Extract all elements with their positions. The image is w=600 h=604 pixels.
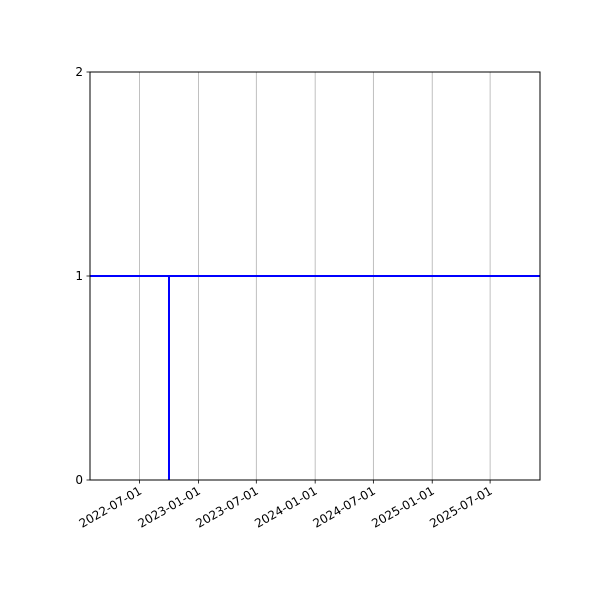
x-tick-label: 2024-01-01 <box>252 484 319 531</box>
y-tick-label: 2 <box>75 65 83 79</box>
y-tick-label: 0 <box>75 473 83 487</box>
series-lines <box>90 275 540 480</box>
x-tick-label: 2023-07-01 <box>193 484 260 531</box>
x-axis: 2022-07-012023-01-012023-07-012024-01-01… <box>77 480 495 531</box>
x-tick-label: 2025-07-01 <box>427 484 494 531</box>
x-tick-label: 2025-01-01 <box>369 484 436 531</box>
x-tick-label: 2023-01-01 <box>136 484 203 531</box>
x-tick-label: 2022-07-01 <box>77 484 144 531</box>
y-tick-label: 1 <box>75 269 83 283</box>
x-tick-label: 2024-07-01 <box>310 484 377 531</box>
y-axis: 0 1 2 <box>75 65 90 487</box>
